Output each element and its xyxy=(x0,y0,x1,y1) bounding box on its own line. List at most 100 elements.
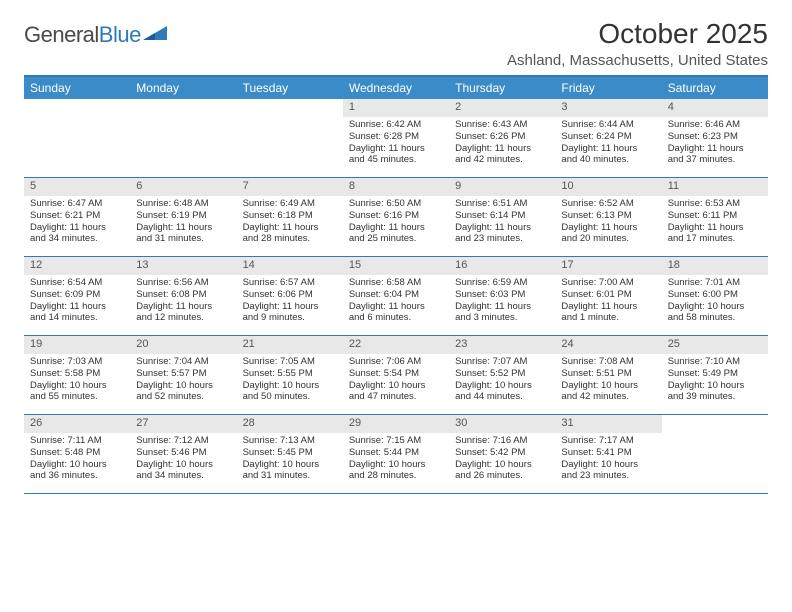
day-info: Sunrise: 7:05 AMSunset: 5:55 PMDaylight:… xyxy=(237,354,343,408)
day-cell: 2Sunrise: 6:43 AMSunset: 6:26 PMDaylight… xyxy=(449,99,555,177)
calendar-page: GeneralBlue October 2025 Ashland, Massac… xyxy=(0,0,792,504)
header: GeneralBlue October 2025 Ashland, Massac… xyxy=(24,18,768,69)
day-cell: 29Sunrise: 7:15 AMSunset: 5:44 PMDayligh… xyxy=(343,415,449,493)
logo-text-1: General xyxy=(24,22,99,47)
day-cell: 21Sunrise: 7:05 AMSunset: 5:55 PMDayligh… xyxy=(237,336,343,414)
day-info: Sunrise: 6:59 AMSunset: 6:03 PMDaylight:… xyxy=(449,275,555,329)
day-cell xyxy=(130,99,236,177)
day-cell xyxy=(24,99,130,177)
weeks-container: 1Sunrise: 6:42 AMSunset: 6:28 PMDaylight… xyxy=(24,99,768,494)
day-number: 8 xyxy=(343,178,449,196)
day-cell: 30Sunrise: 7:16 AMSunset: 5:42 PMDayligh… xyxy=(449,415,555,493)
day-number: 31 xyxy=(555,415,661,433)
calendar-grid: SundayMondayTuesdayWednesdayThursdayFrid… xyxy=(24,75,768,494)
day-cell: 4Sunrise: 6:46 AMSunset: 6:23 PMDaylight… xyxy=(662,99,768,177)
logo-triangle-icon xyxy=(143,24,169,47)
day-info: Sunrise: 6:54 AMSunset: 6:09 PMDaylight:… xyxy=(24,275,130,329)
month-title: October 2025 xyxy=(507,18,768,50)
day-info: Sunrise: 6:47 AMSunset: 6:21 PMDaylight:… xyxy=(24,196,130,250)
day-number: 24 xyxy=(555,336,661,354)
day-info: Sunrise: 7:11 AMSunset: 5:48 PMDaylight:… xyxy=(24,433,130,487)
day-info: Sunrise: 6:53 AMSunset: 6:11 PMDaylight:… xyxy=(662,196,768,250)
day-number: 1 xyxy=(343,99,449,117)
day-number: 28 xyxy=(237,415,343,433)
week-row: 5Sunrise: 6:47 AMSunset: 6:21 PMDaylight… xyxy=(24,178,768,257)
day-cell: 27Sunrise: 7:12 AMSunset: 5:46 PMDayligh… xyxy=(130,415,236,493)
day-cell: 9Sunrise: 6:51 AMSunset: 6:14 PMDaylight… xyxy=(449,178,555,256)
day-info: Sunrise: 7:04 AMSunset: 5:57 PMDaylight:… xyxy=(130,354,236,408)
day-cell: 3Sunrise: 6:44 AMSunset: 6:24 PMDaylight… xyxy=(555,99,661,177)
day-cell: 11Sunrise: 6:53 AMSunset: 6:11 PMDayligh… xyxy=(662,178,768,256)
day-number: 3 xyxy=(555,99,661,117)
day-number: 30 xyxy=(449,415,555,433)
day-cell: 13Sunrise: 6:56 AMSunset: 6:08 PMDayligh… xyxy=(130,257,236,335)
day-info: Sunrise: 6:51 AMSunset: 6:14 PMDaylight:… xyxy=(449,196,555,250)
day-number: 14 xyxy=(237,257,343,275)
day-info: Sunrise: 7:00 AMSunset: 6:01 PMDaylight:… xyxy=(555,275,661,329)
day-info: Sunrise: 6:58 AMSunset: 6:04 PMDaylight:… xyxy=(343,275,449,329)
day-number: 20 xyxy=(130,336,236,354)
day-cell: 23Sunrise: 7:07 AMSunset: 5:52 PMDayligh… xyxy=(449,336,555,414)
day-cell: 20Sunrise: 7:04 AMSunset: 5:57 PMDayligh… xyxy=(130,336,236,414)
day-header: Friday xyxy=(555,77,661,99)
day-cell: 26Sunrise: 7:11 AMSunset: 5:48 PMDayligh… xyxy=(24,415,130,493)
day-header-row: SundayMondayTuesdayWednesdayThursdayFrid… xyxy=(24,77,768,99)
week-row: 19Sunrise: 7:03 AMSunset: 5:58 PMDayligh… xyxy=(24,336,768,415)
day-info: Sunrise: 6:50 AMSunset: 6:16 PMDaylight:… xyxy=(343,196,449,250)
day-info: Sunrise: 6:46 AMSunset: 6:23 PMDaylight:… xyxy=(662,117,768,171)
day-cell: 8Sunrise: 6:50 AMSunset: 6:16 PMDaylight… xyxy=(343,178,449,256)
day-cell: 24Sunrise: 7:08 AMSunset: 5:51 PMDayligh… xyxy=(555,336,661,414)
day-info: Sunrise: 6:42 AMSunset: 6:28 PMDaylight:… xyxy=(343,117,449,171)
day-number: 2 xyxy=(449,99,555,117)
day-info: Sunrise: 7:16 AMSunset: 5:42 PMDaylight:… xyxy=(449,433,555,487)
day-number: 25 xyxy=(662,336,768,354)
day-info: Sunrise: 7:01 AMSunset: 6:00 PMDaylight:… xyxy=(662,275,768,329)
day-number: 23 xyxy=(449,336,555,354)
day-number: 13 xyxy=(130,257,236,275)
day-cell xyxy=(237,99,343,177)
day-cell: 12Sunrise: 6:54 AMSunset: 6:09 PMDayligh… xyxy=(24,257,130,335)
day-info: Sunrise: 6:52 AMSunset: 6:13 PMDaylight:… xyxy=(555,196,661,250)
day-cell: 6Sunrise: 6:48 AMSunset: 6:19 PMDaylight… xyxy=(130,178,236,256)
day-number: 12 xyxy=(24,257,130,275)
day-info: Sunrise: 7:15 AMSunset: 5:44 PMDaylight:… xyxy=(343,433,449,487)
day-info: Sunrise: 7:17 AMSunset: 5:41 PMDaylight:… xyxy=(555,433,661,487)
day-info: Sunrise: 7:03 AMSunset: 5:58 PMDaylight:… xyxy=(24,354,130,408)
day-cell: 18Sunrise: 7:01 AMSunset: 6:00 PMDayligh… xyxy=(662,257,768,335)
day-info: Sunrise: 7:08 AMSunset: 5:51 PMDaylight:… xyxy=(555,354,661,408)
day-number: 17 xyxy=(555,257,661,275)
day-number: 18 xyxy=(662,257,768,275)
week-row: 12Sunrise: 6:54 AMSunset: 6:09 PMDayligh… xyxy=(24,257,768,336)
day-info: Sunrise: 7:10 AMSunset: 5:49 PMDaylight:… xyxy=(662,354,768,408)
day-cell: 16Sunrise: 6:59 AMSunset: 6:03 PMDayligh… xyxy=(449,257,555,335)
day-header: Monday xyxy=(130,77,236,99)
logo: GeneralBlue xyxy=(24,18,169,48)
day-info: Sunrise: 7:12 AMSunset: 5:46 PMDaylight:… xyxy=(130,433,236,487)
location-text: Ashland, Massachusetts, United States xyxy=(507,52,768,69)
day-info: Sunrise: 7:06 AMSunset: 5:54 PMDaylight:… xyxy=(343,354,449,408)
day-cell xyxy=(662,415,768,493)
week-row: 1Sunrise: 6:42 AMSunset: 6:28 PMDaylight… xyxy=(24,99,768,178)
day-number: 4 xyxy=(662,99,768,117)
day-cell: 7Sunrise: 6:49 AMSunset: 6:18 PMDaylight… xyxy=(237,178,343,256)
day-cell: 28Sunrise: 7:13 AMSunset: 5:45 PMDayligh… xyxy=(237,415,343,493)
day-info: Sunrise: 7:13 AMSunset: 5:45 PMDaylight:… xyxy=(237,433,343,487)
day-number: 29 xyxy=(343,415,449,433)
day-cell: 19Sunrise: 7:03 AMSunset: 5:58 PMDayligh… xyxy=(24,336,130,414)
day-cell: 17Sunrise: 7:00 AMSunset: 6:01 PMDayligh… xyxy=(555,257,661,335)
day-header: Wednesday xyxy=(343,77,449,99)
day-cell: 22Sunrise: 7:06 AMSunset: 5:54 PMDayligh… xyxy=(343,336,449,414)
day-cell: 15Sunrise: 6:58 AMSunset: 6:04 PMDayligh… xyxy=(343,257,449,335)
day-number: 6 xyxy=(130,178,236,196)
day-cell: 25Sunrise: 7:10 AMSunset: 5:49 PMDayligh… xyxy=(662,336,768,414)
day-number: 11 xyxy=(662,178,768,196)
day-number: 10 xyxy=(555,178,661,196)
day-info: Sunrise: 6:44 AMSunset: 6:24 PMDaylight:… xyxy=(555,117,661,171)
day-cell: 1Sunrise: 6:42 AMSunset: 6:28 PMDaylight… xyxy=(343,99,449,177)
week-row: 26Sunrise: 7:11 AMSunset: 5:48 PMDayligh… xyxy=(24,415,768,494)
day-info: Sunrise: 6:48 AMSunset: 6:19 PMDaylight:… xyxy=(130,196,236,250)
day-header: Sunday xyxy=(24,77,130,99)
logo-text-2: Blue xyxy=(99,22,141,47)
day-number: 15 xyxy=(343,257,449,275)
title-block: October 2025 Ashland, Massachusetts, Uni… xyxy=(507,18,768,69)
